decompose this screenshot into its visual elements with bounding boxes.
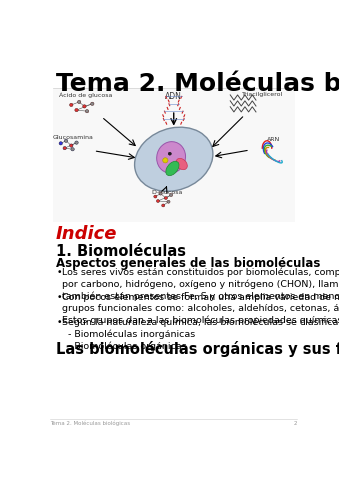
- Text: Glucosamina: Glucosamina: [52, 135, 93, 140]
- Ellipse shape: [166, 161, 179, 176]
- Text: Los seres vivos están constituidos por biomoléculas, compuestas principalmente
p: Los seres vivos están constituidos por b…: [62, 267, 339, 300]
- Text: Según la naturaleza química, las biomoléculas se clasifican en:
  - Biomoléculas: Según la naturaleza química, las biomolé…: [62, 318, 339, 351]
- Ellipse shape: [69, 103, 73, 107]
- Text: Triacilglicerol: Triacilglicerol: [242, 92, 284, 96]
- Ellipse shape: [159, 192, 162, 195]
- Ellipse shape: [64, 139, 68, 143]
- Ellipse shape: [156, 200, 160, 203]
- FancyBboxPatch shape: [53, 89, 295, 222]
- Ellipse shape: [135, 127, 213, 192]
- Text: Aspectos generales de las biomoléculas: Aspectos generales de las biomoléculas: [56, 257, 320, 270]
- Ellipse shape: [71, 147, 74, 151]
- Text: ADN: ADN: [165, 92, 182, 101]
- Ellipse shape: [85, 109, 89, 113]
- Text: D-glucosa: D-glucosa: [152, 190, 183, 195]
- Text: •: •: [57, 318, 62, 327]
- Ellipse shape: [162, 204, 165, 207]
- Ellipse shape: [157, 142, 185, 173]
- Ellipse shape: [164, 197, 167, 200]
- Ellipse shape: [91, 102, 94, 106]
- Text: •: •: [57, 267, 62, 276]
- Ellipse shape: [83, 105, 86, 108]
- Ellipse shape: [69, 144, 73, 147]
- Text: 1. Biomoléculas: 1. Biomoléculas: [56, 244, 185, 259]
- Ellipse shape: [154, 195, 157, 198]
- Ellipse shape: [167, 200, 170, 203]
- Text: Con pocos elementos se forman una amplia variedad de moléculas con diversos
grup: Con pocos elementos se forman una amplia…: [62, 293, 339, 325]
- Text: Tema 2. Moléculas biológicas: Tema 2. Moléculas biológicas: [56, 71, 339, 96]
- Ellipse shape: [170, 193, 173, 197]
- Text: •: •: [57, 293, 62, 301]
- Text: Indice: Indice: [56, 225, 117, 243]
- Ellipse shape: [75, 141, 78, 144]
- Ellipse shape: [75, 108, 78, 112]
- Text: ARN: ARN: [267, 137, 280, 142]
- Ellipse shape: [59, 142, 62, 145]
- Ellipse shape: [77, 100, 81, 104]
- Ellipse shape: [168, 152, 172, 155]
- Text: 2: 2: [294, 420, 297, 426]
- Text: Tema 2. Moléculas biológicas: Tema 2. Moléculas biológicas: [50, 420, 131, 426]
- Text: Las biomoléculas orgánicas y sus funciones: Las biomoléculas orgánicas y sus funcion…: [56, 341, 339, 357]
- Ellipse shape: [163, 158, 168, 163]
- Ellipse shape: [63, 146, 66, 150]
- Ellipse shape: [176, 158, 187, 169]
- Text: Ácido de glucosa: Ácido de glucosa: [59, 92, 113, 97]
